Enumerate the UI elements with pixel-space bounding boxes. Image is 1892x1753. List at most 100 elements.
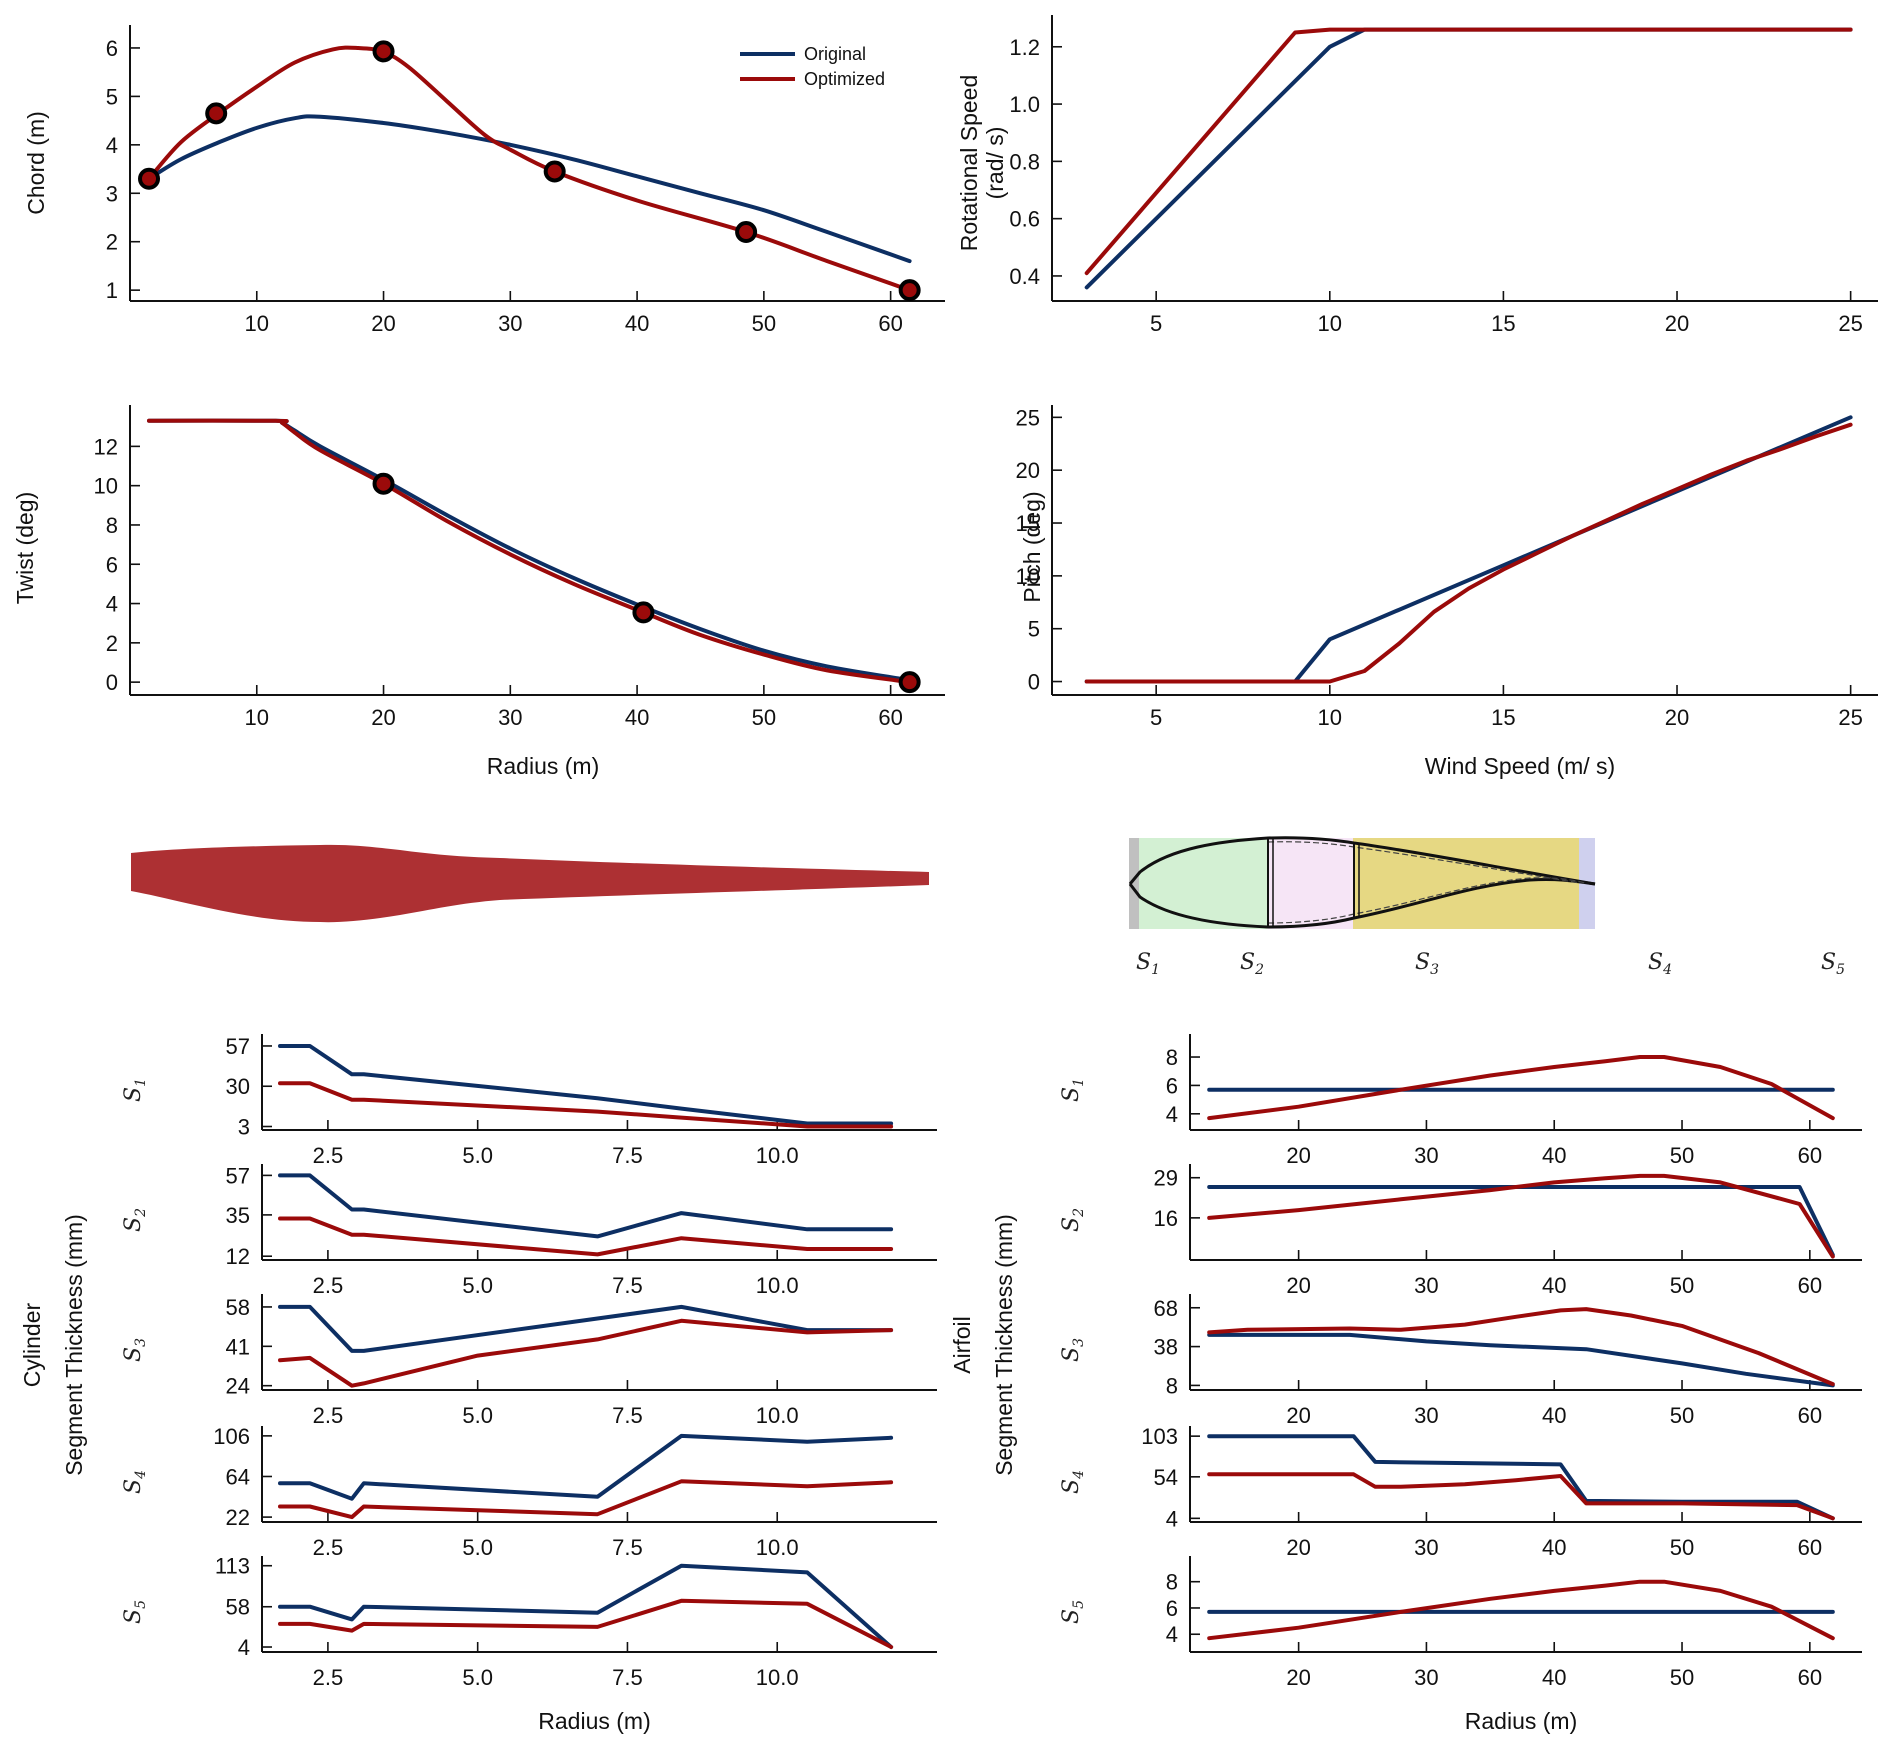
y-tick-label: 0.8 bbox=[1009, 149, 1040, 174]
x-tick-label: 50 bbox=[1670, 1143, 1694, 1168]
x-tick-label: 30 bbox=[498, 311, 522, 336]
segment-label-s4: S4 bbox=[121, 1470, 149, 1494]
control-point-marker bbox=[138, 167, 161, 190]
series-optimized-line bbox=[278, 1216, 894, 1257]
y-tick-label: 2 bbox=[106, 230, 118, 255]
group-title: Airfoil bbox=[949, 1316, 975, 1374]
y-tick-label: 2 bbox=[106, 631, 118, 656]
y-tick-label: 8 bbox=[1166, 1570, 1178, 1595]
x-tick-label: 10.0 bbox=[756, 1403, 799, 1428]
y-tick-label: 1 bbox=[106, 278, 118, 303]
series-original-line bbox=[278, 1173, 894, 1239]
x-tick-label: 60 bbox=[1798, 1535, 1822, 1560]
x-tick-label: 2.5 bbox=[313, 1273, 344, 1298]
x-tick-label: 40 bbox=[1542, 1143, 1566, 1168]
series-optimized-line bbox=[278, 1318, 894, 1388]
x-tick-label: 60 bbox=[1798, 1273, 1822, 1298]
series-optimized-line bbox=[1084, 422, 1853, 684]
y-tick-label: 58 bbox=[226, 1295, 250, 1320]
x-tick-label: 50 bbox=[1670, 1535, 1694, 1560]
y-tick-label: 8 bbox=[1166, 1045, 1178, 1070]
control-point-marker bbox=[372, 40, 395, 63]
x-tick-label: 5.0 bbox=[462, 1665, 493, 1690]
segment-label-subscript: 4 bbox=[1071, 1470, 1087, 1480]
x-tick-label: 40 bbox=[1542, 1535, 1566, 1560]
y-tick-label: 4 bbox=[106, 133, 118, 158]
segment-label-s1: S1 bbox=[1136, 950, 1160, 978]
x-tick-label: 10 bbox=[1318, 311, 1342, 336]
segment-label-subscript: 2 bbox=[133, 1208, 149, 1218]
series-optimized-line bbox=[1084, 27, 1853, 276]
segment-thickness-label: Segment Thickness (mm) bbox=[991, 1214, 1017, 1476]
x-axis-label: Radius (m) bbox=[487, 753, 599, 779]
x-tick-label: 60 bbox=[878, 311, 902, 336]
chart-twist: 10 20 30 40 50 60 0 2 4 6 8 10 12 Twist (deg) Radius (… bbox=[12, 405, 945, 779]
y-tick-label: 103 bbox=[1141, 1424, 1178, 1449]
y-tick-label: 4 bbox=[1166, 1622, 1178, 1647]
x-tick-label: 25 bbox=[1838, 705, 1862, 730]
series-original-line bbox=[147, 114, 912, 264]
y-tick-label: 41 bbox=[226, 1334, 250, 1359]
x-tick-label: 5.0 bbox=[462, 1143, 493, 1168]
x-tick-label: 60 bbox=[1798, 1403, 1822, 1428]
y-tick-label: 57 bbox=[226, 1163, 250, 1188]
segment-label-s5: S5 bbox=[1059, 1600, 1087, 1624]
y-axis-label: Pitch (deg) bbox=[1019, 491, 1045, 602]
y-tick-label: 29 bbox=[1154, 1166, 1178, 1191]
series-original-line bbox=[278, 1044, 894, 1126]
x-tick-label: 20 bbox=[1286, 1665, 1310, 1690]
y-tick-label: 4 bbox=[1166, 1506, 1178, 1531]
segment-label-subscript: 2 bbox=[1254, 962, 1264, 978]
x-tick-label: 20 bbox=[1286, 1403, 1310, 1428]
x-tick-label: 10 bbox=[1318, 705, 1342, 730]
segment-label-s1: S1 bbox=[121, 1078, 149, 1102]
blade-shape bbox=[131, 844, 929, 923]
y-tick-label: 22 bbox=[226, 1505, 250, 1530]
series-optimized-line bbox=[1207, 1579, 1835, 1641]
airfoil-inner-skin bbox=[1267, 841, 1586, 924]
y-tick-label: 1.2 bbox=[1009, 35, 1040, 60]
y-tick-label: 3 bbox=[106, 181, 118, 206]
y-tick-label: 24 bbox=[226, 1374, 250, 1399]
x-tick-label: 40 bbox=[1542, 1273, 1566, 1298]
panel-s4: 2.5 5.0 7.5 10.0 22 64 106 S4 bbox=[121, 1424, 937, 1560]
y-tick-label: 113 bbox=[215, 1554, 250, 1579]
series-optimized-line bbox=[1207, 1173, 1835, 1259]
x-tick-label: 5.0 bbox=[462, 1535, 493, 1560]
y-tick-label: 0.4 bbox=[1009, 264, 1040, 289]
y-axis-label: Twist (deg) bbox=[12, 492, 38, 604]
y-tick-label: 15 bbox=[1016, 511, 1040, 536]
x-tick-label: 7.5 bbox=[612, 1535, 643, 1560]
x-tick-label: 30 bbox=[498, 705, 522, 730]
x-tick-label: 2.5 bbox=[313, 1535, 344, 1560]
segment-label-subscript: 4 bbox=[133, 1470, 149, 1480]
y-tick-label: 10 bbox=[1016, 564, 1040, 589]
x-tick-label: 2.5 bbox=[313, 1143, 344, 1168]
y-tick-label: 54 bbox=[1154, 1465, 1178, 1490]
y-tick-label: 20 bbox=[1016, 458, 1040, 483]
control-point-marker bbox=[205, 102, 228, 125]
panel-s1: 2.5 5.0 7.5 10.0 3 30 57 S1 bbox=[121, 1034, 937, 1168]
y-tick-label: 3 bbox=[238, 1115, 250, 1140]
control-point-marker bbox=[735, 221, 758, 244]
segment-label-subscript: 5 bbox=[1071, 1600, 1087, 1609]
series-optimized-line bbox=[147, 45, 912, 293]
x-tick-label: 60 bbox=[1798, 1143, 1822, 1168]
y-tick-label: 8 bbox=[106, 513, 118, 538]
x-tick-label: 40 bbox=[625, 705, 649, 730]
group-title: Cylinder bbox=[19, 1302, 45, 1387]
segment-label-s3: S3 bbox=[1415, 950, 1439, 978]
x-tick-label: 7.5 bbox=[612, 1403, 643, 1428]
segment-label-s1: S1 bbox=[1059, 1078, 1087, 1102]
x-tick-label: 10.0 bbox=[756, 1535, 799, 1560]
series-optimized-line bbox=[1207, 1055, 1835, 1121]
y-tick-label: 5 bbox=[1028, 617, 1040, 642]
y-tick-label: 6 bbox=[1166, 1596, 1178, 1621]
x-tick-label: 10 bbox=[245, 311, 269, 336]
y-tick-label: 106 bbox=[213, 1424, 250, 1449]
series-original-line bbox=[278, 1563, 894, 1649]
x-axis-label: Wind Speed (m/ s) bbox=[1425, 753, 1615, 779]
y-tick-label: 38 bbox=[1154, 1335, 1178, 1360]
